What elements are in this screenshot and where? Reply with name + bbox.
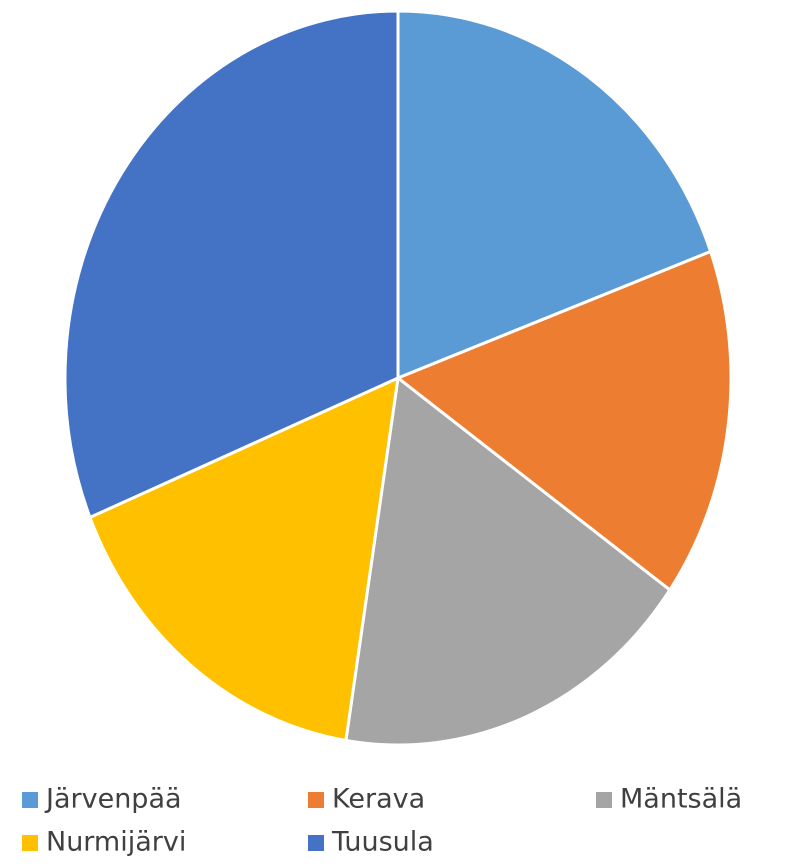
- legend-label: Tuusula: [331, 827, 434, 858]
- legend-swatch: [308, 835, 324, 851]
- legend-label: Järvenpää: [44, 784, 182, 815]
- legend-swatch: [308, 792, 324, 808]
- legend-swatch: [596, 792, 612, 808]
- pie-slice: [395, 249, 733, 593]
- legend-label: Nurmijärvi: [46, 827, 186, 858]
- pie-slice: [396, 9, 713, 381]
- pie-slice: [88, 375, 400, 743]
- pie-slice: [344, 375, 672, 747]
- pie-slice: [63, 9, 400, 520]
- legend-swatch: [22, 792, 38, 808]
- legend-swatch: [22, 835, 38, 851]
- legend-label: Kerava: [332, 784, 425, 815]
- legend-label: Mäntsälä: [620, 784, 742, 815]
